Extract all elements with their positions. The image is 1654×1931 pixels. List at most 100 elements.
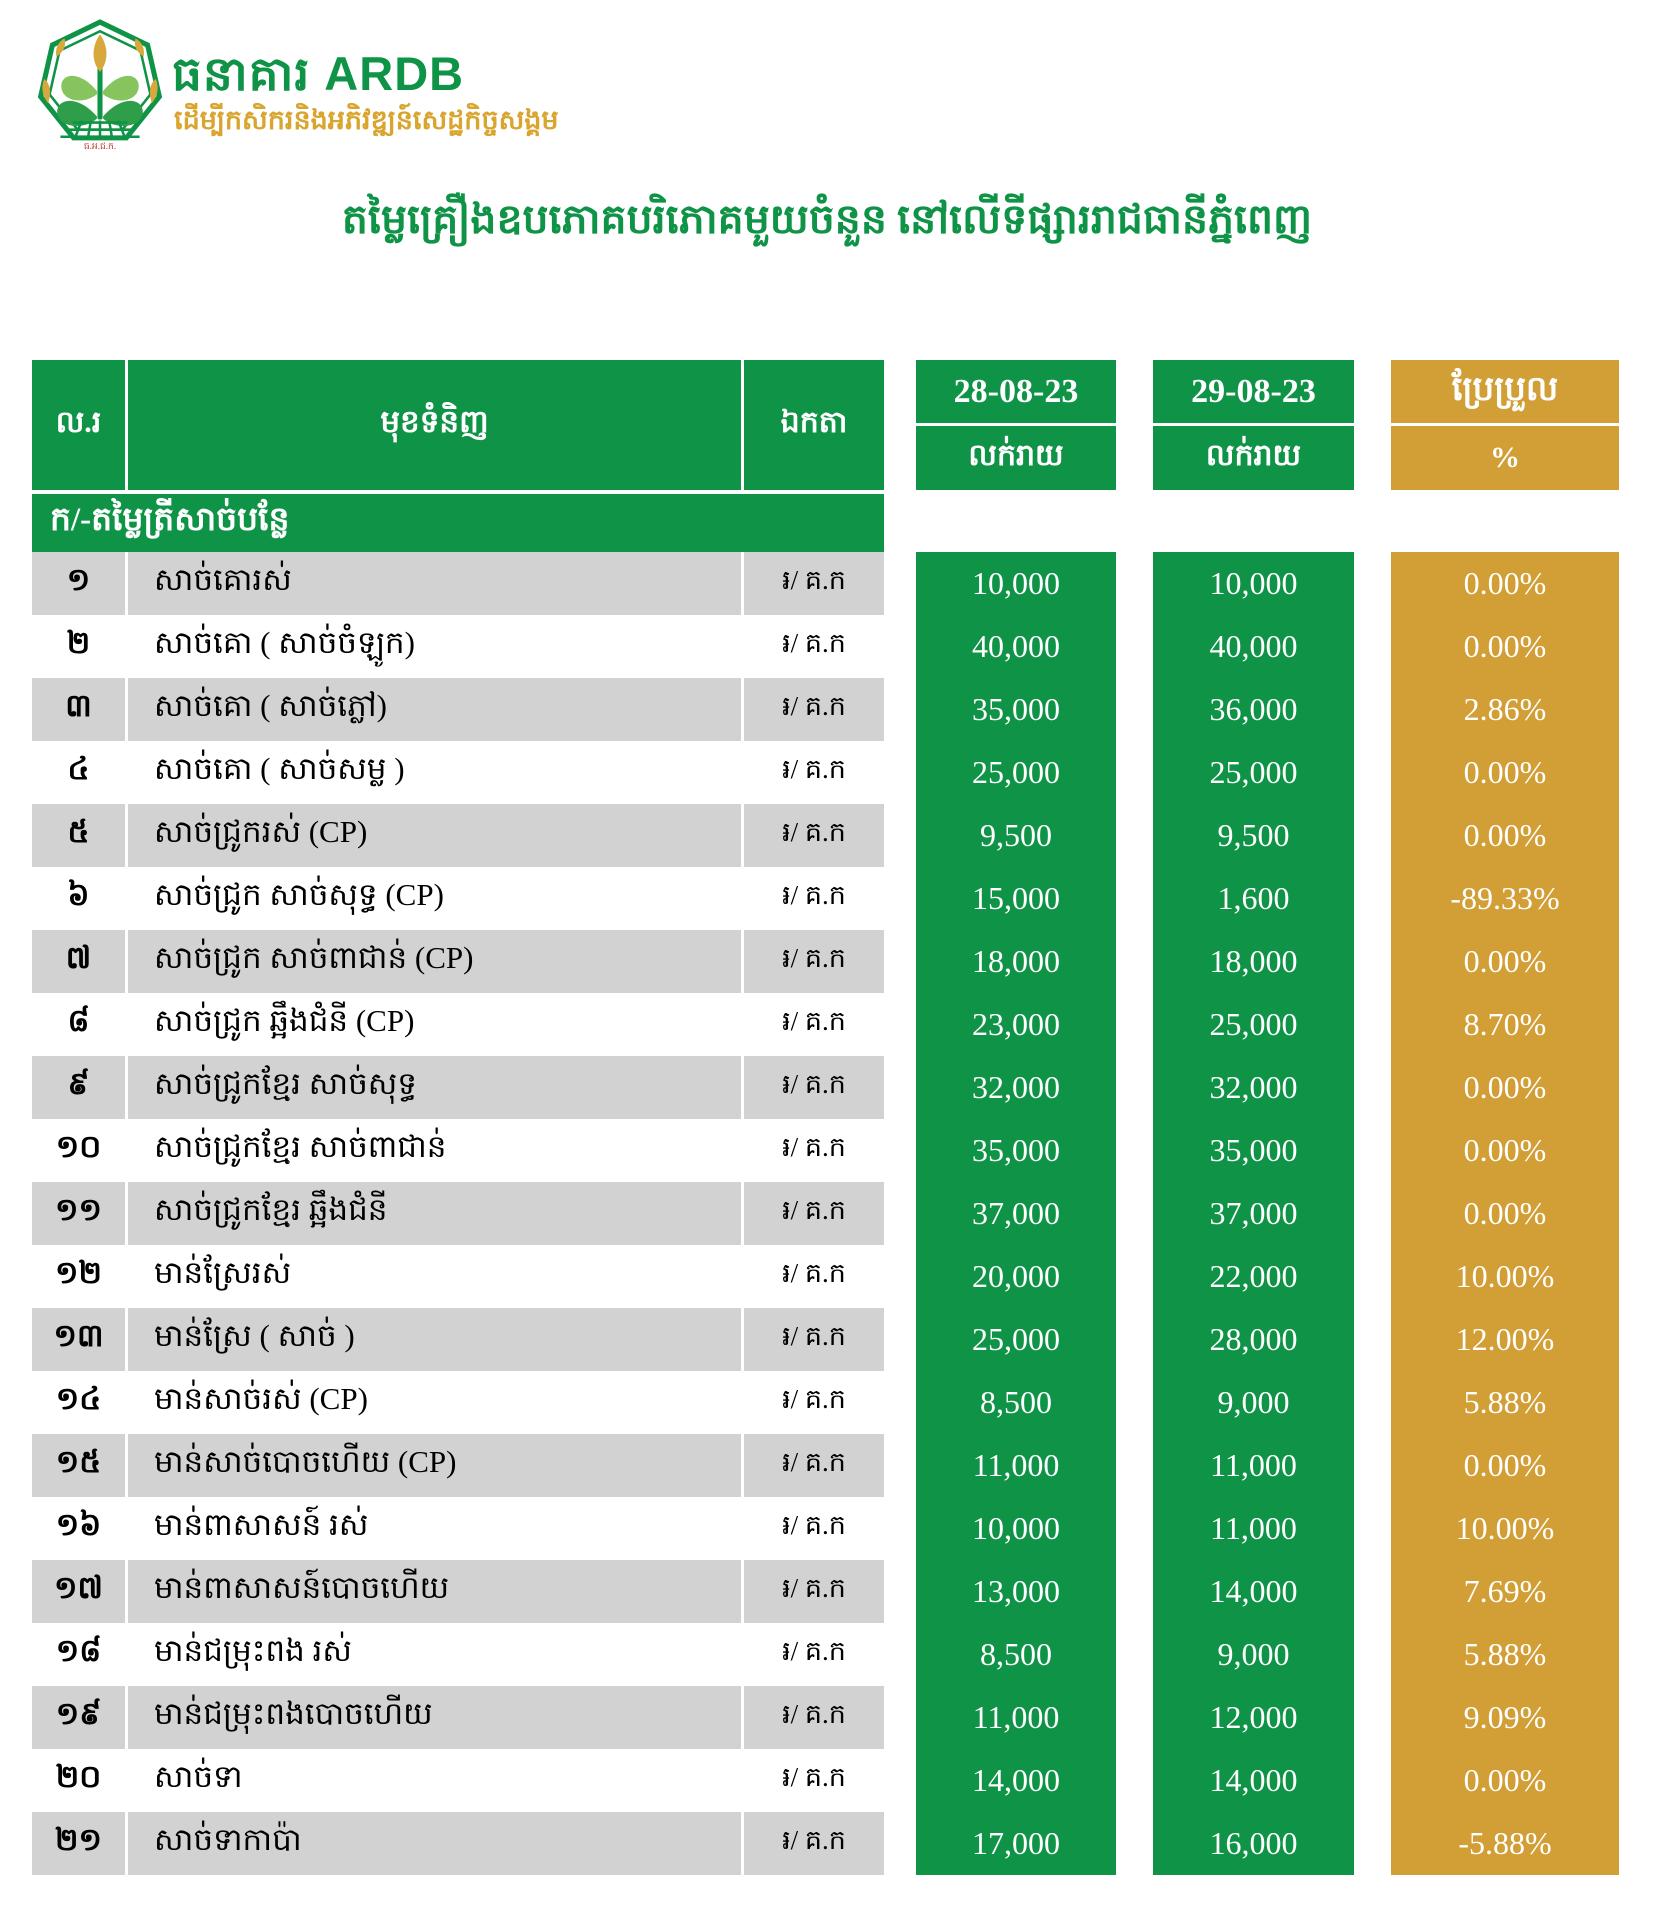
price-cell-29: 36,000 (1209, 691, 1298, 727)
table-row: ៩សាច់ជ្រូកខ្មែរ សាច់សុទ្ធ ៛/ គ.ក (32, 1056, 884, 1119)
price-cell-29: 25,000 (1209, 754, 1298, 790)
date1-label: 28-08-23 (916, 360, 1116, 426)
price-cell-28: 13,000 (972, 1573, 1060, 1609)
row-unit-cell: ៛/ គ.ក (782, 943, 846, 973)
table-row: ១១ សាច់ជ្រូកខ្មែរ ឆ្អឹងជំនី ៛/ គ.ក (32, 1182, 884, 1245)
price-cell-29: 9,000 (1217, 1636, 1290, 1672)
table-row: ១៣ មាន់ស្រែ ( សាច់ ) ៛/ គ.ក (32, 1308, 884, 1371)
price-cell-28: 23,000 (972, 1006, 1060, 1042)
change-cell: -89.33% (1450, 880, 1560, 916)
row-unit-cell: ៛/ គ.ក (782, 628, 846, 658)
ardb-logo: ធ.អ.ជ.ក. (36, 16, 164, 152)
price-column-29-08-23: 10,000 40,000 36,000 25,000 9,500 1,600 18,000… (1153, 552, 1354, 1875)
percent-symbol: % (1490, 441, 1520, 474)
page-title: តម្លៃគ្រឿងឧបភោគបរិភោគមួយចំនួន នៅលើទីផ្សា… (341, 196, 1313, 242)
row-item-cell: សាច់ជ្រូក សាច់សុទ្ធ (CP) (128, 867, 744, 930)
row-number-cell: ១១ (32, 1182, 128, 1245)
change-cell: 0.00% (1463, 943, 1547, 979)
logo-acronym: ធ.អ.ជ.ក. (84, 141, 116, 151)
change-cell: 5.88% (1463, 1384, 1547, 1420)
row-unit-cell: ៛/ គ.ក (782, 880, 846, 910)
table-row: ៤សាច់គោ ( សាច់សម្ល ) ៛/ គ.ក (32, 741, 884, 804)
row-unit-cell: ៛/ គ.ក (782, 1699, 846, 1729)
row-unit-cell: ៛/ គ.ក (782, 1069, 846, 1099)
price-cell-29: 11,000 (1210, 1447, 1297, 1483)
row-unit-cell: ៛/ គ.ក (782, 1762, 846, 1792)
row-number-cell: ២១ (32, 1812, 128, 1875)
row-item-cell: មាន់ពាសាសន៍បោចហើយ (128, 1560, 744, 1623)
ardb-logo-icon: ធ.អ.ជ.ក. (37, 19, 163, 151)
price-cell-28: 25,000 (972, 754, 1060, 790)
table-row: ៦សាច់ជ្រូក សាច់សុទ្ធ (CP) ៛/ គ.ក (32, 867, 884, 930)
row-number-cell: ១៨ (32, 1623, 128, 1686)
row-number-cell: ៨ (32, 993, 128, 1056)
row-number-cell: ១២ (32, 1245, 128, 1308)
price-cell-28: 40,000 (972, 628, 1060, 664)
row-number-cell: ២ (32, 615, 128, 678)
table-row: ១៨ មាន់ជម្រុះពង រស់ ៛/ គ.ក (32, 1623, 884, 1686)
header-col-date2: 29-08-23 លក់រាយ (1153, 360, 1354, 490)
change-cell: 2.86% (1463, 691, 1547, 727)
change-column: 0.00% 0.00% 2.86% 0.00% 0.00% -89.33% 0.00% 8.7… (1391, 552, 1619, 1875)
row-item-cell: សាច់គោរស់ (128, 552, 744, 615)
table-row: ៨សាច់ជ្រូក ឆ្អឹងជំនី (CP) ៛/ គ.ក (32, 993, 884, 1056)
change-cell: 12.00% (1455, 1321, 1555, 1357)
row-item-cell: សាច់ជ្រូកខ្មែរ សាច់ពាជាន់ (128, 1119, 744, 1182)
price-cell-29: 11,000 (1210, 1510, 1297, 1546)
row-number-cell: ៦ (32, 867, 128, 930)
table-row: ១៥ មាន់សាច់បោចហើយ (CP) ៛/ គ.ក (32, 1434, 884, 1497)
row-unit-cell: ៛/ គ.ក (782, 1510, 846, 1540)
table-row: ២សាច់គោ ( សាច់ចំឡូក) ៛/ គ.ក (32, 615, 884, 678)
row-number-cell: ១ (32, 552, 128, 615)
section-header-bar: ក/-តម្លៃត្រីសាច់បន្លែ (32, 494, 884, 552)
price-cell-29: 28,000 (1209, 1321, 1298, 1357)
price-cell-29: 14,000 (1209, 1573, 1298, 1609)
row-unit-cell: ៛/ គ.ក (782, 1447, 846, 1477)
change-cell: 0.00% (1463, 565, 1547, 601)
price-cell-29: 14,000 (1209, 1762, 1298, 1798)
price-cell-29: 16,000 (1209, 1825, 1298, 1861)
table-row: ៧សាច់ជ្រូក សាច់ពាជាន់ (CP) ៛/ គ.ក (32, 930, 884, 993)
price-cell-29: 35,000 (1209, 1132, 1298, 1168)
price-cell-28: 15,000 (972, 880, 1060, 916)
price-cell-28: 18,000 (972, 943, 1060, 979)
table-row: ១៤ មាន់សាច់រស់ (CP) ៛/ គ.ក (32, 1371, 884, 1434)
price-cell-28: 10,000 (972, 565, 1060, 601)
change-cell: -5.88% (1458, 1825, 1552, 1861)
price-cell-29: 9,000 (1217, 1384, 1290, 1420)
header-col-change: ប្រែប្រួល % (1391, 360, 1619, 490)
logo-base-grid (60, 120, 140, 140)
header-no: ល.រ (32, 360, 128, 490)
price-cell-28: 35,000 (972, 1132, 1060, 1168)
row-unit-cell: ៛/ គ.ក (782, 1384, 846, 1414)
price-cell-29: 18,000 (1209, 943, 1298, 979)
row-number-cell: ១៣ (32, 1308, 128, 1371)
row-number-cell: ៣ (32, 678, 128, 741)
header-unit: ឯកតា (780, 406, 848, 439)
row-item-cell: មាន់សាច់បោចហើយ (CP) (128, 1434, 744, 1497)
row-number-cell: ៧ (32, 930, 128, 993)
row-unit-cell: ៛/ គ.ក (782, 817, 846, 847)
row-number-cell: ៤ (32, 741, 128, 804)
row-unit-cell: ៛/ គ.ក (782, 1636, 846, 1666)
header-item: មុខទំនិញ (128, 360, 744, 490)
row-unit-cell: ៛/ គ.ក (782, 1006, 846, 1036)
table-row: ១០ សាច់ជ្រូកខ្មែរ សាច់ពាជាន់ ៛/ គ.ក (32, 1119, 884, 1182)
row-number-cell: ១៩ (32, 1686, 128, 1749)
row-item-cell: មាន់ពាសាសន៍ រស់ (128, 1497, 744, 1560)
row-unit-cell: ៛/ គ.ក (782, 754, 846, 784)
retail1-label: លក់រាយ (968, 439, 1064, 472)
price-cell-29: 1,600 (1217, 880, 1290, 916)
table-row: ១៦ មាន់ពាសាសន៍ រស់ ៛/ គ.ក (32, 1497, 884, 1560)
price-cell-29: 32,000 (1209, 1069, 1298, 1105)
price-cell-29: 10,000 (1209, 565, 1298, 601)
change-label: ប្រែប្រួល (1391, 360, 1619, 426)
plant-icon (57, 34, 143, 126)
change-cell: 0.00% (1463, 1195, 1547, 1231)
change-cell: 7.69% (1463, 1573, 1547, 1609)
table-row: ៥សាច់ជ្រូករស់ (CP) ៛/ គ.ក (32, 804, 884, 867)
row-item-cell: សាច់ជ្រូក សាច់ពាជាន់ (CP) (128, 930, 744, 993)
change-cell: 8.70% (1463, 1006, 1547, 1042)
price-cell-29: 12,000 (1209, 1699, 1298, 1735)
